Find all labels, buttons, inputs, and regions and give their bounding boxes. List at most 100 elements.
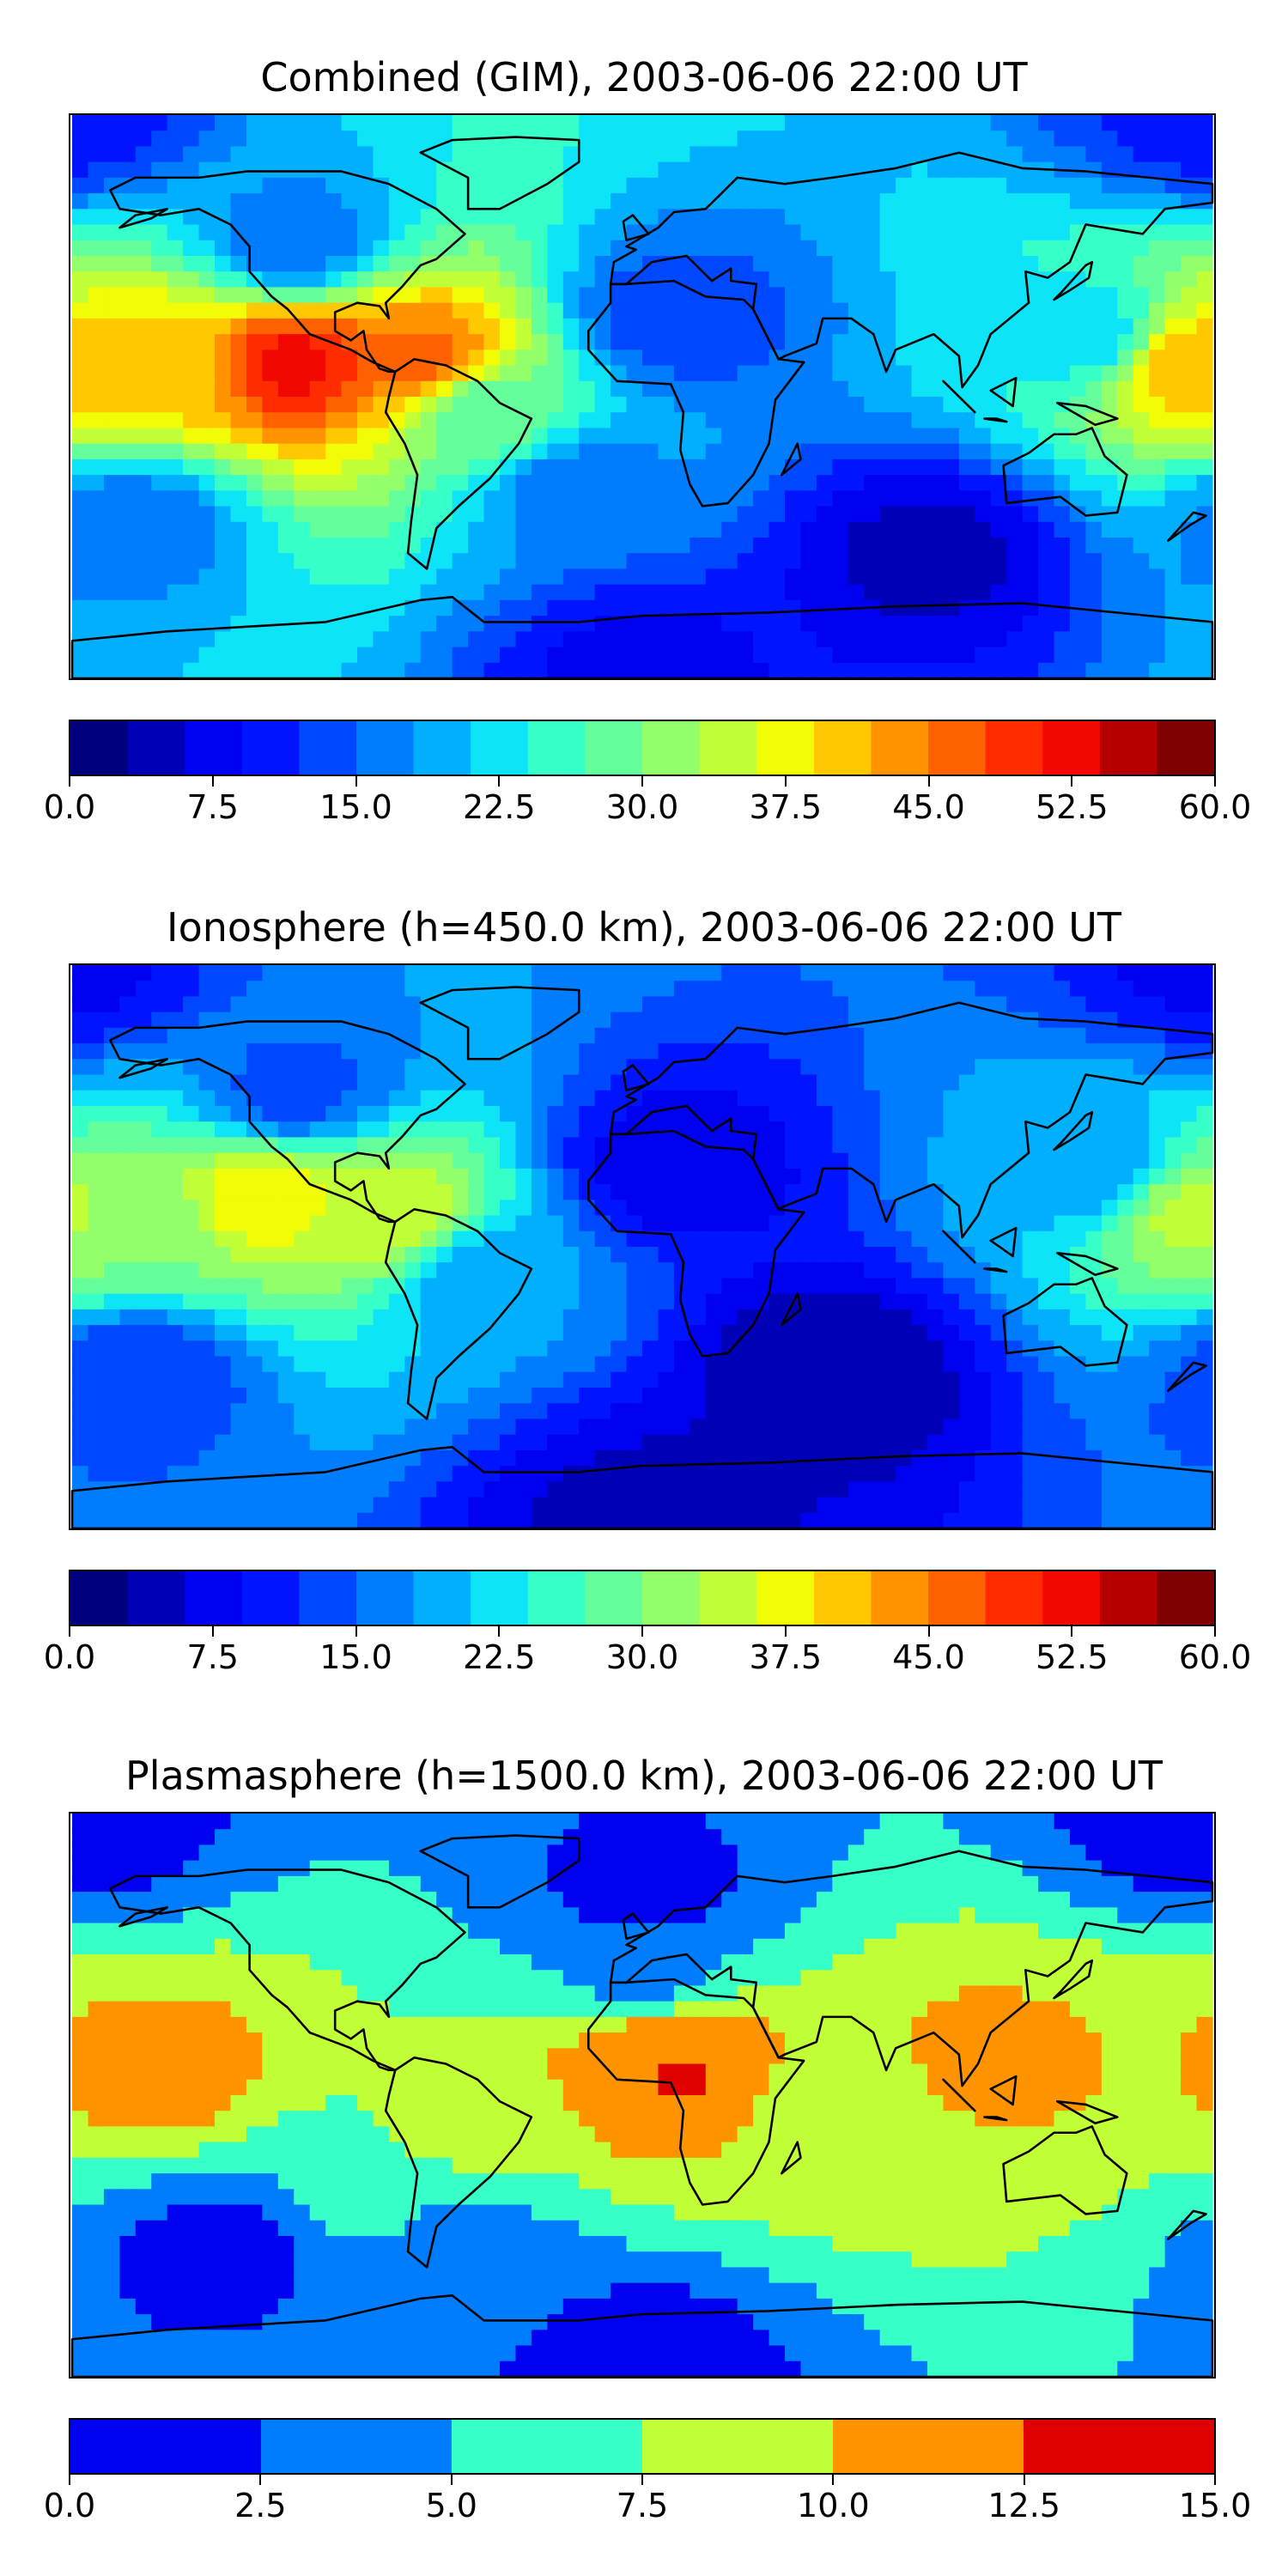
heatmap-cell [562,1059,580,1076]
heatmap-cell [515,568,532,586]
heatmap-cell [1101,1293,1118,1310]
heatmap-cell [420,318,437,335]
heatmap-cell [531,209,548,226]
heatmap-cell [673,1419,690,1436]
heatmap-cell [816,443,833,460]
heatmap-cell [1164,1200,1182,1217]
heatmap-cell [309,1168,326,1185]
heatmap-cell [135,1012,152,1029]
heatmap-cell [198,981,216,998]
heatmap-cell [800,365,817,382]
heatmap-cell [673,490,690,507]
heatmap-cell [911,397,928,413]
heatmap-cell [800,224,817,241]
heatmap-cell [927,349,945,367]
heatmap-cell [927,1121,945,1139]
heatmap-cell [547,1074,564,1091]
heatmap-cell [325,631,343,648]
heatmap-cell [879,443,896,460]
heatmap-cell [911,996,928,1013]
heatmap-cell [769,287,786,304]
heatmap-cell [1133,1168,1150,1185]
heatmap-cell [562,1309,580,1326]
heatmap-cell [531,161,548,179]
heatmap-cell [325,1434,343,1451]
heatmap-cell [658,459,675,476]
heatmap-cell [262,1371,279,1388]
heatmap-cell [436,1230,453,1248]
heatmap-cell [183,1106,200,1122]
heatmap-cell [896,318,913,335]
heatmap-cell [848,1027,865,1044]
heatmap-cell [784,177,802,194]
heatmap-cell [658,1184,675,1200]
heatmap-cell [1164,1230,1182,1248]
heatmap-cell [420,1356,437,1373]
heatmap-cell [294,380,311,398]
heatmap-cell [864,146,881,163]
heatmap-cell [958,981,975,998]
heatmap-cell [1038,302,1055,319]
heatmap-cell [721,193,738,210]
heatmap-cell [832,365,849,382]
heatmap-cell [626,349,643,367]
heatmap-cell [1038,996,1055,1013]
heatmap-cell [1006,616,1024,632]
heatmap-cell [690,1090,707,1107]
heatmap-cell [1164,1043,1182,1060]
heatmap-cell [1069,224,1087,241]
heatmap-cell [1149,412,1166,429]
heatmap-cell [911,599,928,617]
heatmap-cell [927,568,945,586]
heatmap-cell [72,599,89,617]
heatmap-cell [309,271,326,289]
heatmap-cell [975,161,992,179]
heatmap-cell [594,1168,611,1185]
heatmap-cell [103,1419,120,1436]
heatmap-cell [958,1403,975,1420]
heatmap-cell [436,490,453,507]
heatmap-cell [1133,1371,1150,1388]
heatmap-cell [436,647,453,664]
heatmap-cell [1101,256,1118,272]
heatmap-cell [325,131,343,148]
heatmap-cell [990,1121,1007,1139]
heatmap-cell [135,287,152,304]
heatmap-cell [246,177,263,194]
heatmap-cell [1069,1403,1087,1420]
heatmap-cell [246,146,263,163]
heatmap-cell [626,1403,643,1420]
heatmap-cell [896,1215,913,1232]
colorbar-segment [699,721,757,775]
heatmap-cell [246,647,263,664]
heatmap-cell [864,1027,881,1044]
heatmap-cell [88,1371,105,1388]
heatmap-cell [215,1388,232,1404]
heatmap-cell [958,1293,975,1310]
heatmap-cell [500,1059,517,1076]
heatmap-cell [1117,1200,1134,1217]
heatmap-cell [911,209,928,226]
heatmap-cell [198,599,216,617]
heatmap-cell [388,1278,405,1295]
heatmap-cell [1085,1012,1103,1029]
heatmap-cell [483,1230,501,1248]
heatmap-cell [658,1027,675,1044]
heatmap-cell [357,1121,374,1139]
heatmap-cell [167,1137,184,1154]
heatmap-cell [864,1106,881,1122]
heatmap-cell [896,193,913,210]
heatmap-cell [832,161,849,179]
heatmap-cell [1038,256,1055,272]
heatmap-cell [357,1278,374,1295]
heatmap-cell [436,981,453,998]
heatmap-cell [705,115,722,131]
heatmap-cell [72,412,89,429]
heatmap-cell [167,271,184,289]
heatmap-cell [721,965,738,981]
heatmap-cell [151,240,168,257]
heatmap-cell [88,553,105,570]
heatmap-cell [658,318,675,335]
heatmap-cell [1164,459,1182,476]
heatmap-cell [927,1152,945,1170]
